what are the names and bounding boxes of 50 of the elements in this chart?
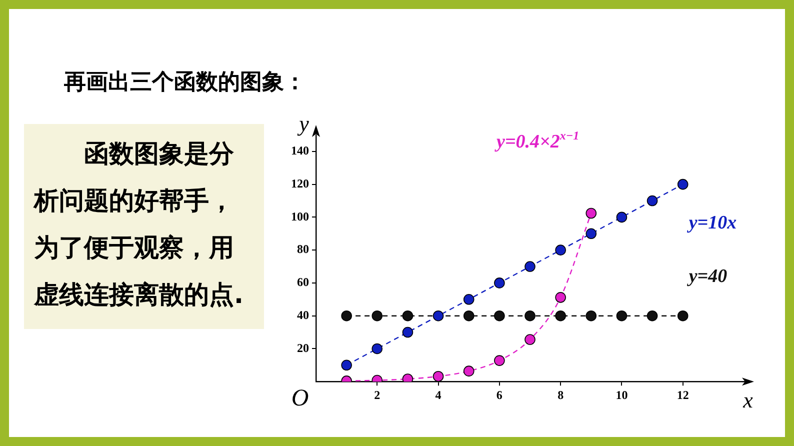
y-tick-label: 20 <box>297 340 309 355</box>
point <box>524 334 536 345</box>
x-tick-label: 8 <box>558 388 564 402</box>
point <box>341 310 352 322</box>
point <box>616 212 628 223</box>
point <box>494 278 505 288</box>
y-tick-label: 120 <box>291 176 309 190</box>
point <box>677 178 688 190</box>
text: 函数图象是分析问题的好帮手，为了便于观察，用虚线连接离散的点. <box>34 138 244 311</box>
point <box>341 360 352 371</box>
point <box>494 310 505 322</box>
y-tick-label: 100 <box>291 209 309 224</box>
point <box>646 195 658 206</box>
point <box>402 374 414 382</box>
point <box>524 261 536 272</box>
point <box>616 310 628 322</box>
point <box>524 310 536 322</box>
point <box>372 310 383 322</box>
point <box>555 292 566 303</box>
point <box>555 244 566 256</box>
y-tick-label: 140 <box>291 144 309 158</box>
x-tick-label: 6 <box>496 388 502 402</box>
x-tick-label: 10 <box>616 388 628 402</box>
x-axis-title: x <box>742 388 754 413</box>
y-axis-title: y <box>297 111 310 136</box>
point <box>432 310 444 322</box>
series-label: y=40 <box>686 266 728 287</box>
point <box>402 310 414 322</box>
x-tick-label: 4 <box>435 388 442 402</box>
point <box>494 355 505 366</box>
point <box>402 326 414 338</box>
y-tick-label: 40 <box>297 308 309 322</box>
point <box>432 370 444 382</box>
point <box>463 310 474 322</box>
point <box>677 310 688 322</box>
chart-title: 再画出三个函数的图象： <box>64 69 306 97</box>
point <box>463 366 474 376</box>
series-label: y=10x <box>686 212 738 234</box>
point <box>372 343 383 354</box>
point <box>586 208 597 219</box>
y-tick-label: 60 <box>297 275 309 290</box>
x-tick-label: 12 <box>676 388 689 402</box>
point <box>586 228 597 240</box>
point <box>555 310 566 322</box>
point <box>586 310 597 322</box>
x-tick-label: 2 <box>374 388 380 402</box>
y-tick-label: 80 <box>297 242 309 256</box>
point <box>646 310 658 322</box>
text: O <box>291 386 309 412</box>
point <box>463 294 474 305</box>
